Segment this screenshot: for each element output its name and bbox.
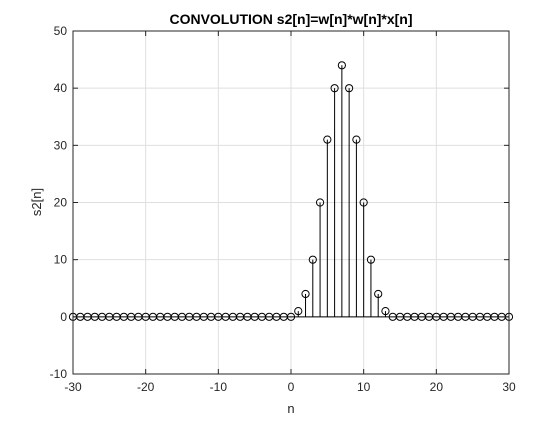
x-tick-label: 10 [357, 380, 371, 394]
stem-marker [286, 312, 296, 321]
stem-marker [308, 255, 317, 264]
y-tick-label: 30 [54, 138, 68, 152]
x-tick-label: 0 [288, 380, 295, 394]
stem-marker [366, 255, 376, 264]
stem-marker [301, 289, 310, 299]
chart-title: CONVOLUTION s2[n]=w[n]*w[n]*x[n] [169, 11, 412, 27]
y-tick-label: 50 [54, 24, 68, 38]
y-tick-label: 0 [60, 310, 67, 324]
stem-marker [337, 61, 346, 70]
y-tick-label: 40 [54, 81, 68, 95]
stem-marker [345, 84, 354, 93]
stem-marker [359, 198, 368, 207]
stem-marker [374, 289, 383, 299]
x-tick-labels: -30 -20 -10 0 10 20 30 [64, 380, 516, 394]
x-axis-label: n [287, 401, 294, 416]
y-tick-label: 10 [54, 253, 68, 267]
y-tick-label: -10 [50, 367, 68, 381]
markers [68, 61, 514, 321]
stem-marker [381, 307, 390, 316]
y-axis-label: s2[n] [29, 188, 44, 216]
stem-marker [352, 135, 361, 144]
x-tick-label: -30 [64, 380, 82, 394]
y-tick-label: 20 [54, 196, 68, 210]
stems [297, 65, 386, 317]
x-tick-label: 20 [430, 380, 444, 394]
stem-marker [294, 307, 303, 316]
y-tick-labels: -10 0 10 20 30 40 50 [50, 24, 68, 381]
x-tick-label: 30 [502, 380, 516, 394]
tick-marks [72, 30, 510, 375]
stem-marker [330, 84, 339, 93]
stem-marker [315, 198, 325, 207]
x-tick-label: -20 [137, 380, 155, 394]
x-tick-label: -10 [210, 380, 228, 394]
stem-marker [323, 135, 332, 144]
